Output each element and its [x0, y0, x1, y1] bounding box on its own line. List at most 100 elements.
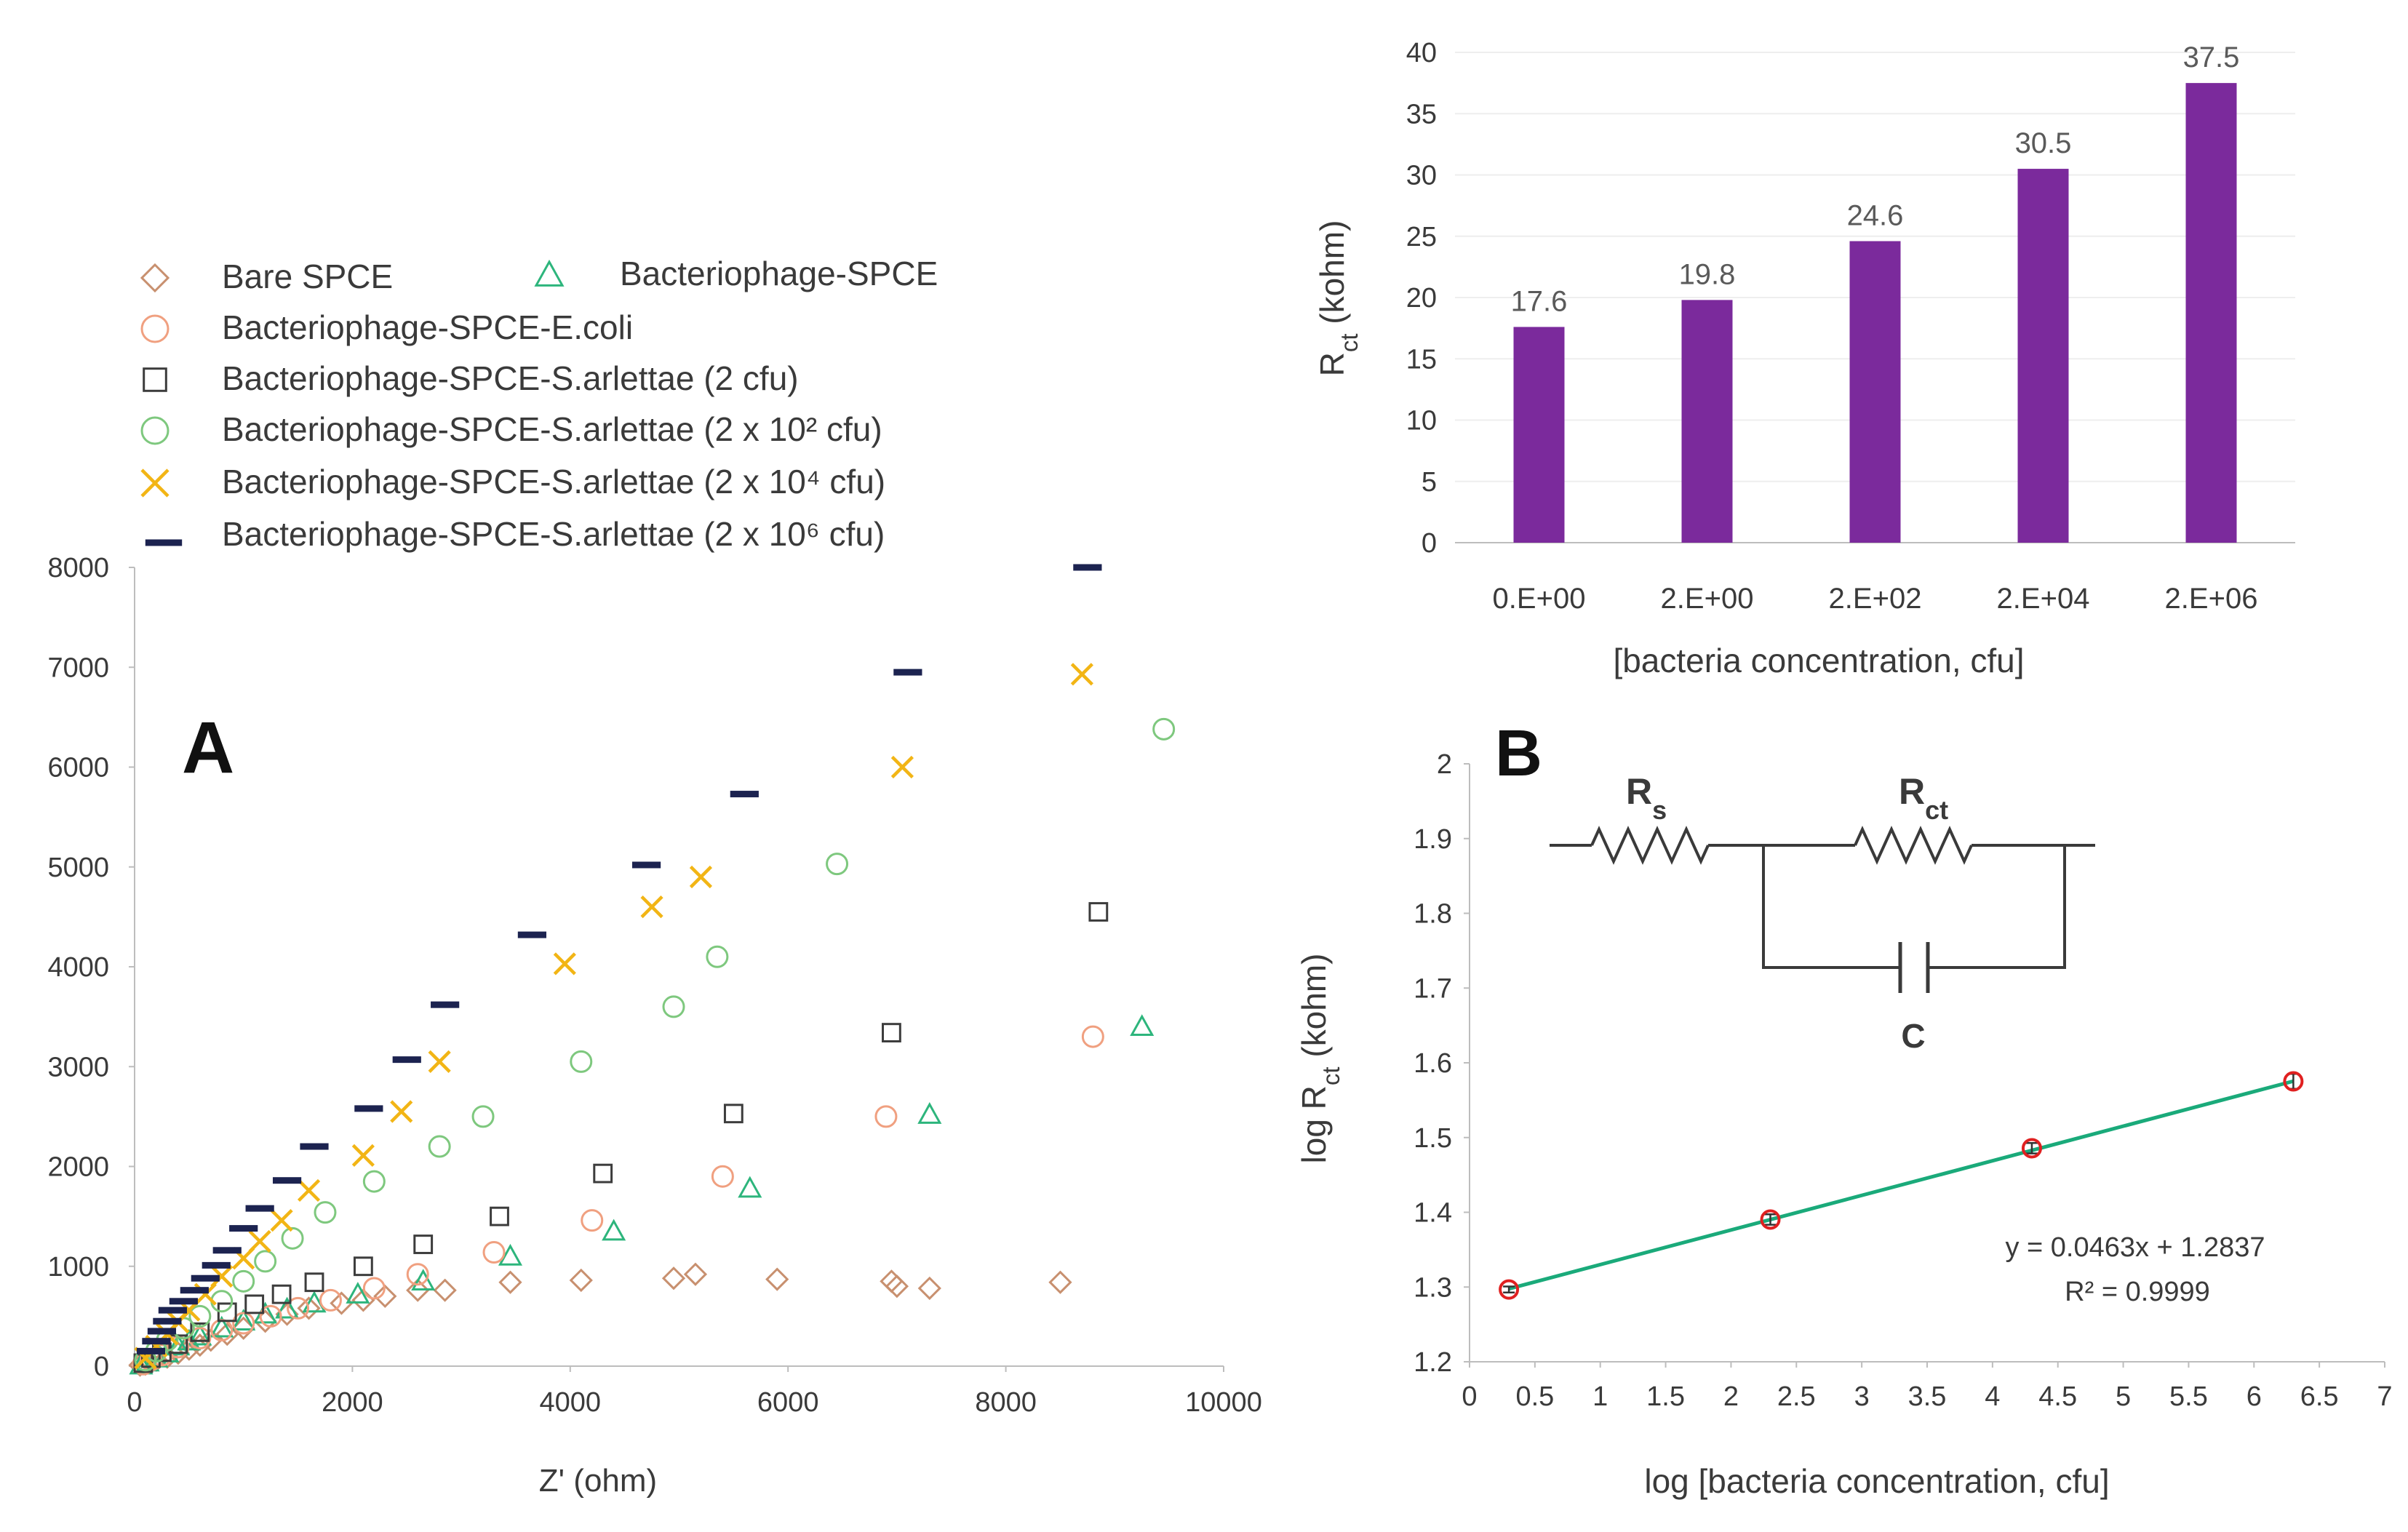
panel-b-y-tick-label: 2 — [1437, 749, 1452, 780]
panel-a-point — [498, 1243, 523, 1266]
panel-a-point — [180, 1287, 209, 1294]
panel-a-y-tick-label: 8000 — [47, 553, 109, 583]
panel-a-point — [765, 1267, 789, 1291]
panel-a-point — [1130, 1014, 1155, 1037]
bar-category-label: 2.E+04 — [1997, 583, 2090, 615]
panel-a-point — [229, 1225, 258, 1232]
panel-b-x-tick-label: 1.5 — [1646, 1381, 1685, 1412]
panel-a-point — [471, 1105, 495, 1128]
panel-b-x-tick-label: 3.5 — [1908, 1381, 1947, 1412]
bar — [1849, 241, 1901, 543]
panel-b-x-tick-label: 1 — [1592, 1381, 1608, 1412]
panel-a-point — [570, 1050, 593, 1073]
panel-a-point — [723, 1104, 743, 1124]
panel-a-point — [711, 1165, 734, 1188]
panel-a-x-tick-label: 10000 — [1185, 1387, 1262, 1418]
panel-b-y-tick-label: 1.3 — [1414, 1272, 1452, 1303]
panel-a-point — [1088, 902, 1109, 922]
panel-a-point — [271, 1284, 292, 1304]
bar — [2017, 169, 2069, 543]
panel-a-point — [428, 1050, 451, 1073]
panel-a-point — [362, 1277, 386, 1300]
panel-a-point — [631, 861, 661, 869]
bar-category-label: 2.E+06 — [2165, 583, 2258, 615]
panel-a-point — [188, 1304, 212, 1328]
bar-category-label: 0.E+00 — [1493, 583, 1586, 615]
bar-x-axis-label: [bacteria concentration, cfu] — [1613, 642, 2024, 679]
resistor-rct — [1854, 826, 1973, 865]
panel-a-point — [882, 1023, 901, 1042]
panel-a-label: A — [182, 707, 234, 789]
panel-b-y-tick-label: 1.8 — [1414, 899, 1452, 930]
panel-a-point — [158, 1306, 187, 1314]
panel-a-scatter: 0 1000 2000 3000 4000 5000 6000 7000 8000 0 2000 40… — [47, 255, 1261, 1499]
panel-a-point — [433, 1278, 457, 1302]
panel-b-y-tick-label: 1.6 — [1414, 1048, 1452, 1079]
panel-a-point — [1073, 564, 1102, 571]
panel-a-y-tick-label: 1000 — [47, 1252, 109, 1282]
panel-a-point — [885, 1274, 909, 1298]
panel-a-point — [245, 1205, 274, 1212]
panel-a-point — [272, 1177, 302, 1184]
panel-a-x-axis-label: Z' (ohm) — [539, 1463, 657, 1499]
panel-a-point — [248, 1229, 271, 1253]
panel-a-point — [890, 755, 914, 779]
bar — [1681, 300, 1733, 543]
panel-a-point — [581, 1209, 604, 1232]
panel-a-point — [826, 853, 849, 876]
panel-a-point — [302, 1290, 327, 1313]
panel-a-point — [275, 1296, 300, 1319]
legend-entry: Bacteriophage-SPCE-S.arlettae (2 x 10⁴ c… — [222, 463, 885, 500]
panel-a-y-tick-label: 5000 — [47, 853, 109, 883]
panel-b-y-tick-label: 1.5 — [1414, 1123, 1452, 1154]
panel-a-point — [297, 1296, 321, 1320]
equivalent-circuit: Rs Rct C — [1550, 771, 2095, 1055]
panel-a-point — [215, 1322, 239, 1347]
panel-a-y-tick-label: 6000 — [47, 753, 109, 783]
bar-y-tick-label: 5 — [1422, 467, 1437, 498]
panel-a-point — [661, 1266, 686, 1290]
bar-value-label: 19.8 — [1679, 258, 1736, 290]
panel-b-y-tick-label: 1.7 — [1414, 973, 1452, 1004]
panel-b-label: B — [1495, 717, 1542, 790]
panel-a-point — [362, 1170, 386, 1193]
panel-a-point — [373, 1284, 397, 1309]
panel-a-y-tick-label: 2000 — [47, 1152, 109, 1183]
panel-a-point — [319, 1288, 342, 1312]
bar-y-tick-label: 0 — [1422, 528, 1437, 559]
panel-b-x-tick-label: 6.5 — [2300, 1381, 2339, 1412]
legend-entry: Bacteriophage-SPCE — [620, 255, 938, 292]
panel-b-x-axis-label: log [bacteria concentration, cfu] — [1644, 1462, 2109, 1500]
legend-marker — [145, 539, 183, 546]
panel-a-point — [413, 1234, 434, 1254]
panel-a-point — [1152, 717, 1176, 741]
bar-y-axis-label: Rct (kohm) — [1313, 220, 1363, 377]
panel-a-point — [297, 1178, 321, 1202]
panel-a-point — [730, 791, 759, 798]
panel-b-x-tick-label: 6 — [2246, 1381, 2262, 1412]
bar — [1513, 327, 1565, 543]
panel-a-point — [683, 1262, 708, 1286]
panel-a-point — [1081, 1025, 1104, 1048]
panel-a-point — [142, 1338, 171, 1345]
legend-marker — [140, 263, 170, 293]
panel-a-point — [169, 1298, 198, 1305]
panel-a-point — [390, 1100, 413, 1123]
panel-a-point — [232, 1269, 255, 1293]
data-point — [1760, 1209, 1781, 1230]
panel-a-x-tick-label: 4000 — [540, 1387, 602, 1418]
panel-a-point — [498, 1270, 522, 1294]
panel-a-point — [689, 865, 713, 889]
legend-marker — [140, 416, 170, 445]
panel-bar-chart: 0 5 10 15 20 25 30 35 40 17.6 0.E+00 19.8 2.E+00 24.6… — [1313, 38, 2295, 679]
panel-a-point — [166, 1333, 191, 1356]
panel-a-point — [202, 1261, 231, 1269]
circuit-c-label: C — [1901, 1017, 1925, 1055]
bar-y-tick-label: 20 — [1406, 283, 1437, 314]
bar-y-tick-label: 35 — [1406, 99, 1437, 129]
panel-a-point — [281, 1226, 304, 1250]
panel-a-point — [431, 1001, 460, 1008]
panel-a-point — [314, 1201, 337, 1224]
